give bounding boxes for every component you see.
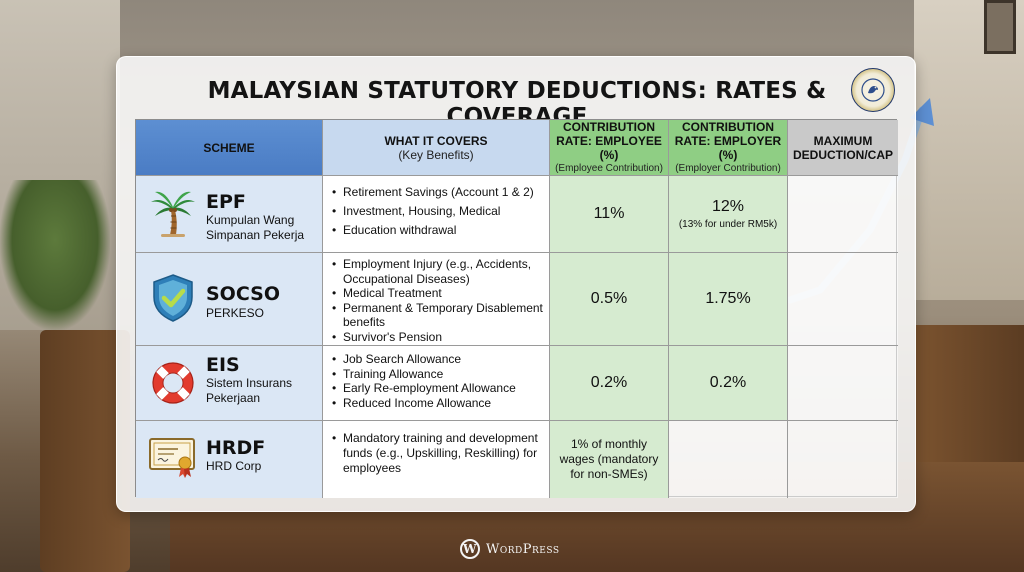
wordpress-watermark: W WordPress (460, 539, 560, 559)
employee-rate-value: 11% (593, 205, 625, 222)
header-employee-sublabel: (Employee Contribution) (555, 163, 663, 174)
table-row-hrdf-employee-rate: 1% of monthly wages (mandatory for non-S… (550, 421, 669, 498)
scheme-name-socso: SOCSO (206, 283, 280, 305)
background-picture-frame (984, 0, 1016, 54)
scheme-name-hrdf: HRDF (206, 437, 266, 459)
table-row-eis-covers: Job Search Allowance Training Allowance … (323, 346, 550, 421)
header-employer-label: CONTRIBUTION RATE: EMPLOYER (%) (674, 120, 782, 162)
table-row-hrdf-max (788, 421, 898, 498)
scheme-subtitle-eis-line1: Sistem Insurans (206, 376, 293, 390)
header-covers-label: WHAT IT COVERS (384, 134, 488, 148)
employer-rate-value: 0.2% (709, 374, 747, 391)
table-row-epf-employee-rate: 11% (550, 176, 669, 253)
certificate-icon (148, 433, 198, 483)
table-row-epf-employer-rate: 12% (13% for under RM5k) (669, 176, 788, 253)
header-scheme: SCHEME (136, 120, 323, 176)
table-row-hrdf-covers: Mandatory training and development funds… (323, 421, 550, 498)
list-item: Retirement Savings (Account 1 & 2) (332, 183, 543, 202)
government-seal-icon (851, 68, 895, 112)
header-employee-label: CONTRIBUTION RATE: EMPLOYEE (%) (556, 120, 662, 162)
table-row-eis-scheme: EIS Sistem Insurans Pekerjaan (136, 346, 323, 421)
header-employer-sublabel: (Employer Contribution) (675, 163, 781, 174)
table-row-epf-max (788, 176, 898, 253)
header-covers-sublabel: (Key Benefits) (398, 148, 474, 162)
header-max-label: MAXIMUM DEDUCTION/CAP (792, 133, 893, 162)
table-row-epf-covers: Retirement Savings (Account 1 & 2) Inves… (323, 176, 550, 253)
list-item: Education withdrawal (332, 221, 543, 240)
employer-rate-note: (13% for under RM5k) (678, 219, 778, 230)
deductions-table: SCHEME WHAT IT COVERS (Key Benefits) CON… (135, 119, 898, 498)
employer-rate-value: 12% (711, 198, 745, 215)
header-employer-rate: CONTRIBUTION RATE: EMPLOYER (%) (Employe… (669, 120, 788, 176)
list-item: Investment, Housing, Medical (332, 202, 543, 221)
table-row-socso-max (788, 253, 898, 346)
list-item: Medical Treatment (332, 286, 543, 301)
wordpress-wordmark: WordPress (486, 541, 560, 557)
scheme-subtitle-hrdf: HRD Corp (206, 459, 262, 473)
list-item: Permanent & Temporary Disablement benefi… (332, 301, 543, 330)
table-row-socso-employer-rate: 1.75% (669, 253, 788, 346)
palm-tree-icon (148, 188, 198, 238)
table-row-eis-employee-rate: 0.2% (550, 346, 669, 421)
table-row-epf-scheme: EPF Kumpulan Wang Simpanan Pekerja (136, 176, 323, 253)
table-row-socso-employee-rate: 0.5% (550, 253, 669, 346)
list-item: Mandatory training and development funds… (332, 431, 543, 476)
table-row-hrdf-employer-rate (669, 421, 788, 498)
header-covers: WHAT IT COVERS (Key Benefits) (323, 120, 550, 176)
employee-rate-value: 0.2% (590, 374, 628, 391)
table-row-socso-scheme: SOCSO PERKESO (136, 253, 323, 346)
scheme-subtitle-socso: PERKESO (206, 306, 265, 320)
list-item: Job Search Allowance (332, 352, 543, 367)
table-row-hrdf-scheme: HRDF HRD Corp (136, 421, 323, 498)
list-item: Training Allowance (332, 367, 543, 382)
scheme-subtitle-epf-line1: Kumpulan Wang (206, 213, 295, 227)
scheme-name-epf: EPF (206, 191, 246, 213)
header-scheme-label: SCHEME (203, 140, 255, 155)
table-row-eis-max (788, 346, 898, 421)
wordpress-logo-icon: W (460, 539, 480, 559)
table-row-socso-covers: Employment Injury (e.g., Accidents, Occu… (323, 253, 550, 346)
lifebuoy-icon (148, 358, 198, 408)
scheme-subtitle-epf-line2: Simpanan Pekerja (206, 228, 305, 242)
employer-rate-value: 1.75% (705, 290, 751, 307)
background-chair-left (40, 330, 130, 572)
header-employee-rate: CONTRIBUTION RATE: EMPLOYEE (%) (Employe… (550, 120, 669, 176)
list-item: Early Re-employment Allowance (332, 381, 543, 396)
scheme-name-eis: EIS (206, 354, 240, 376)
header-max-cap: MAXIMUM DEDUCTION/CAP (788, 120, 898, 176)
list-item: Reduced Income Allowance (332, 396, 543, 411)
employee-rate-value: 0.5% (590, 290, 628, 307)
shield-check-icon (148, 273, 198, 323)
employee-rate-value: 1% of monthly wages (mandatory for non-S… (559, 437, 659, 481)
deductions-card: MALAYSIAN STATUTORY DEDUCTIONS: RATES & … (116, 56, 916, 512)
list-item: Employment Injury (e.g., Accidents, Occu… (332, 257, 543, 286)
table-row-eis-employer-rate: 0.2% (669, 346, 788, 421)
background-plant (0, 180, 110, 330)
list-item: Survivor's Pension (332, 330, 543, 345)
scheme-subtitle-eis-line2: Pekerjaan (206, 391, 261, 405)
